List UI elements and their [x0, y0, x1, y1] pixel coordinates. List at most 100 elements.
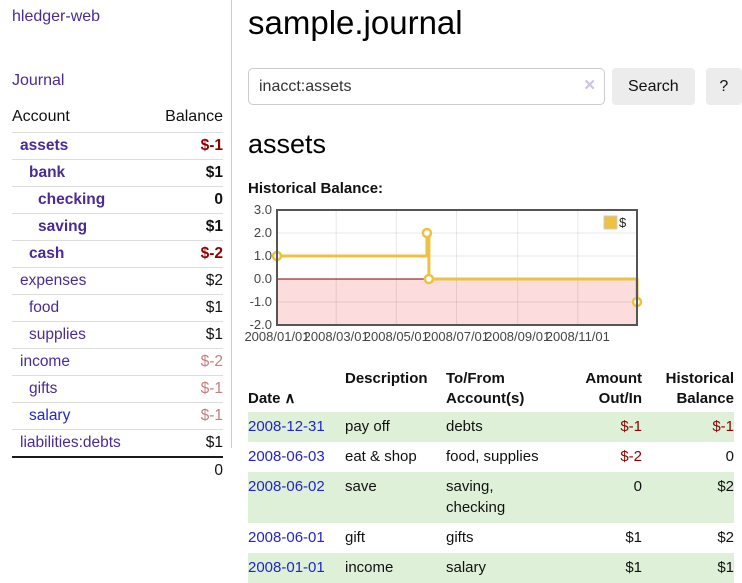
transaction-description: gift [345, 529, 366, 546]
account-balance: $1 [149, 294, 223, 322]
transaction-date-link[interactable]: 2008-06-03 [248, 447, 325, 465]
main-content: sample.journal ✕ Search ? assets Histori… [244, 0, 742, 583]
help-button[interactable]: ? [705, 68, 742, 105]
account-link[interactable]: supplies [29, 326, 86, 343]
transaction-description: income [345, 558, 394, 576]
page-title: sample.journal [248, 4, 463, 41]
svg-text:-1.0: -1.0 [250, 294, 272, 309]
transaction-date-link[interactable]: 2008-06-02 [248, 477, 325, 495]
transactions-table: Date ∧ Description To/From Account(s) Amo… [248, 367, 734, 583]
svg-text:2008/05/01: 2008/05/01 [364, 329, 429, 344]
account-link[interactable]: gifts [29, 380, 58, 397]
historical-balance-chart: $3.0 2.0 1.0 0.0 -1.0 -2.02008/01/012008/03/0… [244, 203, 643, 344]
search-button[interactable]: Search [612, 68, 695, 105]
accounts-header-account: Account [12, 108, 70, 125]
transaction-accounts: gifts [446, 529, 474, 546]
account-link[interactable]: salary [29, 407, 71, 424]
header-amount-out-in: Amount Out/In [585, 370, 642, 407]
svg-text:-2.0: -2.0 [250, 317, 272, 332]
header-date[interactable]: Date ∧ [248, 389, 296, 407]
accounts-header-balance: Balance [165, 108, 223, 125]
sidebar-nav: Journal [12, 72, 223, 90]
svg-text:2008/11/01: 2008/11/01 [546, 329, 610, 344]
clear-search-icon[interactable]: ✕ [583, 77, 596, 94]
svg-text:$: $ [619, 215, 627, 230]
account-balance: $1 [149, 159, 223, 187]
account-link[interactable]: checking [38, 191, 106, 208]
account-row: cash $-2 [12, 240, 223, 268]
account-row: food $1 [12, 294, 223, 322]
search-form: ✕ Search ? [248, 68, 742, 105]
transaction-date-link[interactable]: 2008-06-01 [248, 529, 325, 546]
transaction-date-link[interactable]: 2008-12-31 [248, 418, 325, 435]
account-row: income $-2 [12, 348, 223, 376]
account-balance: $2 [149, 267, 223, 295]
transaction-row: 2008-01-01 income salary $1 $1 [248, 552, 734, 583]
accounts-table: Account Balance assets $-1 bank $1 check… [12, 104, 223, 484]
account-balance: $-1 [149, 375, 223, 403]
account-row: saving $1 [12, 213, 223, 241]
account-link[interactable]: income [20, 353, 70, 370]
account-link[interactable]: assets [20, 137, 69, 154]
search-input-wrap: ✕ [248, 68, 605, 105]
transaction-row: 2008-06-03 eat & shop food, supplies $-2… [248, 442, 734, 472]
svg-text:2008/03/01: 2008/03/01 [304, 329, 369, 344]
svg-text:2008/07/01: 2008/07/01 [424, 329, 489, 344]
app-brand-link[interactable]: hledger-web [12, 8, 101, 25]
transaction-balance: $2 [717, 477, 734, 495]
transaction-balance: $1 [717, 558, 734, 576]
header-tofrom-accounts: To/From Account(s) [446, 370, 525, 407]
svg-text:3.0: 3.0 [254, 203, 272, 217]
sidebar: hledger-web Journal Account Balance asse… [0, 0, 232, 484]
transaction-balance: 0 [725, 447, 734, 465]
transaction-accounts: food, supplies [446, 447, 539, 465]
account-link[interactable]: saving [38, 218, 88, 235]
account-balance: 0 [149, 186, 223, 214]
transaction-amount: 0 [633, 477, 642, 495]
account-row: assets $-1 [12, 132, 223, 160]
accounts-total-value: 0 [149, 456, 223, 484]
transactions-header-row: Date ∧ Description To/From Account(s) Amo… [248, 367, 734, 412]
sidebar-item-journal[interactable]: Journal [12, 72, 65, 89]
account-link[interactable]: expenses [20, 272, 87, 289]
account-balance: $-2 [149, 240, 223, 268]
transaction-description: eat & shop [345, 447, 417, 465]
account-row: liabilities:debts $1 [12, 429, 223, 457]
svg-text:2008/01/01: 2008/01/01 [244, 329, 309, 344]
transaction-row: 2008-06-02 save saving, checking 0 $2 [248, 471, 734, 523]
transaction-balance: $-1 [712, 418, 734, 435]
svg-text:2008/09/01: 2008/09/01 [485, 329, 550, 344]
transaction-amount: $-1 [620, 418, 642, 435]
transaction-accounts: debts [446, 418, 483, 435]
account-link[interactable]: bank [29, 164, 66, 181]
transaction-accounts: saving, checking [446, 477, 506, 517]
account-balance: $1 [149, 213, 223, 241]
svg-text:2.0: 2.0 [254, 225, 272, 240]
chart-title: Historical Balance: [248, 180, 384, 197]
account-link[interactable]: liabilities:debts [20, 434, 121, 451]
svg-text:1.0: 1.0 [254, 248, 272, 263]
transaction-amount: $-2 [620, 447, 642, 465]
account-row: supplies $1 [12, 321, 223, 349]
transaction-row: 2008-12-31 pay off debts $-1 $-1 [248, 412, 734, 442]
transaction-accounts: salary [446, 558, 487, 576]
account-row: gifts $-1 [12, 375, 223, 403]
account-row: bank $1 [12, 159, 223, 187]
transaction-date-link[interactable]: 2008-01-01 [248, 558, 325, 576]
search-input[interactable] [248, 68, 605, 105]
account-row: salary $-1 [12, 402, 223, 430]
account-balance: $-1 [149, 132, 223, 160]
account-heading: assets [248, 129, 327, 159]
account-link[interactable]: cash [29, 245, 65, 262]
transaction-description: save [345, 477, 377, 495]
account-balance: $-2 [149, 348, 223, 376]
account-balance: $-1 [149, 402, 223, 430]
sort-ascending-icon: ∧ [284, 389, 296, 407]
svg-text:0.0: 0.0 [254, 271, 272, 286]
account-balance: $1 [149, 321, 223, 349]
account-link[interactable]: food [29, 299, 60, 316]
transaction-balance: $2 [717, 529, 734, 546]
header-description: Description [345, 370, 428, 387]
account-row: checking 0 [12, 186, 223, 214]
account-row: expenses $2 [12, 267, 223, 295]
